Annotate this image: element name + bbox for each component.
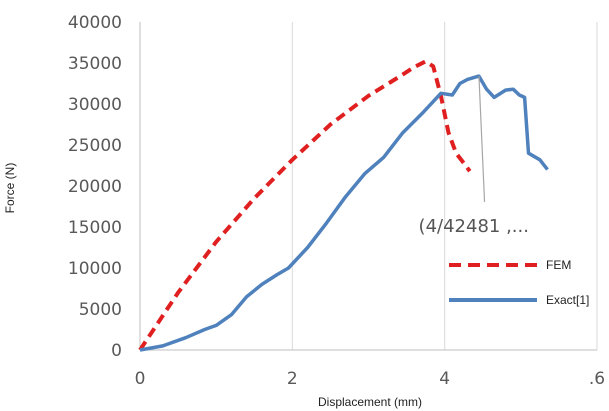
- y-tick-label: 25000: [68, 136, 122, 156]
- y-tick-label: 0: [111, 341, 122, 361]
- y-tick-label: 5000: [79, 300, 122, 320]
- annotation-leader-line: [478, 76, 486, 203]
- plot-area: [140, 22, 597, 350]
- x-tick-label: 0: [135, 369, 146, 389]
- y-tick-label: 30000: [68, 95, 122, 115]
- legend: FEM Exact[1]: [449, 258, 589, 307]
- y-tick-label: 35000: [68, 54, 122, 74]
- y-axis-title: Force (N): [3, 163, 17, 214]
- annotation-group: (4/42481 ,...: [419, 76, 529, 237]
- y-tick-label: 15000: [68, 218, 122, 238]
- y-tick-label: 40000: [68, 13, 122, 33]
- series-line-exact-1: [139, 74, 549, 352]
- y-tick-label: 20000: [68, 177, 122, 197]
- y-tick-label: 10000: [68, 259, 122, 279]
- legend-label: FEM: [546, 258, 571, 272]
- legend-label: Exact[1]: [546, 293, 589, 307]
- x-tick-label: 2: [287, 369, 298, 389]
- axes: [139, 22, 597, 351]
- series-line-fem: [138, 59, 472, 352]
- annotation-label: (4/42481 ,...: [419, 216, 529, 237]
- series-lines: [138, 59, 549, 352]
- x-axis-title: Displacement (mm): [318, 395, 422, 409]
- x-tick-label: .6: [589, 369, 605, 389]
- tick-labels: 0 5000 10000 15000 20000 25000 30000 35000 40000…: [68, 13, 605, 389]
- x-tick-label: 4: [439, 369, 450, 389]
- grid-lines: [291, 22, 598, 350]
